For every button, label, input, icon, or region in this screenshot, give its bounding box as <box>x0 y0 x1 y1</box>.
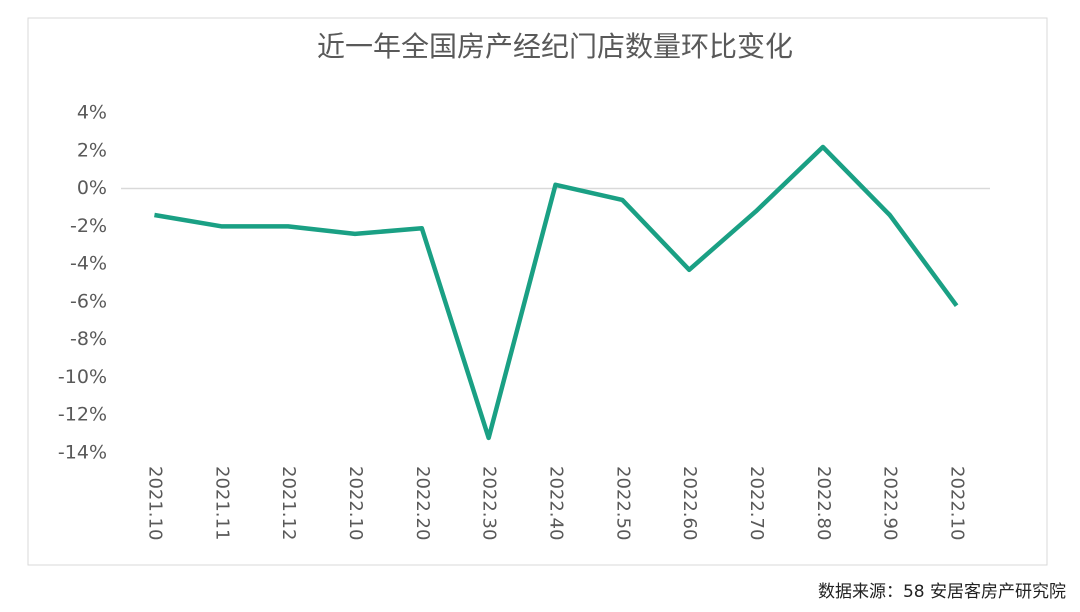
x-tick-label: 2022.80 <box>813 466 834 540</box>
chart-title: 近一年全国房产经纪门店数量环比变化 <box>317 30 793 63</box>
x-tick-label: 2022.20 <box>412 466 433 540</box>
y-tick-label: 4% <box>77 102 107 124</box>
x-tick-label: 2021.11 <box>211 466 232 540</box>
y-tick-label: 2% <box>77 139 107 161</box>
source-note: 数据来源：58 安居客房产研究院 <box>818 582 1066 602</box>
y-tick-label: -14% <box>58 442 107 464</box>
x-tick-label: 2022.70 <box>746 466 767 540</box>
y-tick-label: -10% <box>58 366 107 388</box>
series-line <box>154 144 959 441</box>
x-tick-label: 2022.50 <box>612 466 633 540</box>
chart-border <box>27 17 1048 566</box>
x-tick-label: 2022.40 <box>546 466 567 540</box>
x-tick-label: 2022.10 <box>345 466 366 540</box>
x-tick-label: 2022.30 <box>479 466 500 540</box>
y-tick-label: -8% <box>70 328 107 350</box>
y-tick-label: -12% <box>58 404 107 426</box>
y-tick-label: -6% <box>70 290 107 312</box>
y-tick-label: -4% <box>70 253 107 275</box>
x-tick-label: 2021.10 <box>144 466 165 540</box>
y-tick-label: 0% <box>77 177 107 199</box>
x-tick-label: 2022.10 <box>947 466 968 540</box>
x-tick-label: 2022.90 <box>880 466 901 540</box>
x-tick-label: 2022.60 <box>679 466 700 540</box>
x-tick-label: 2021.12 <box>278 466 299 540</box>
y-tick-label: -2% <box>70 215 107 237</box>
